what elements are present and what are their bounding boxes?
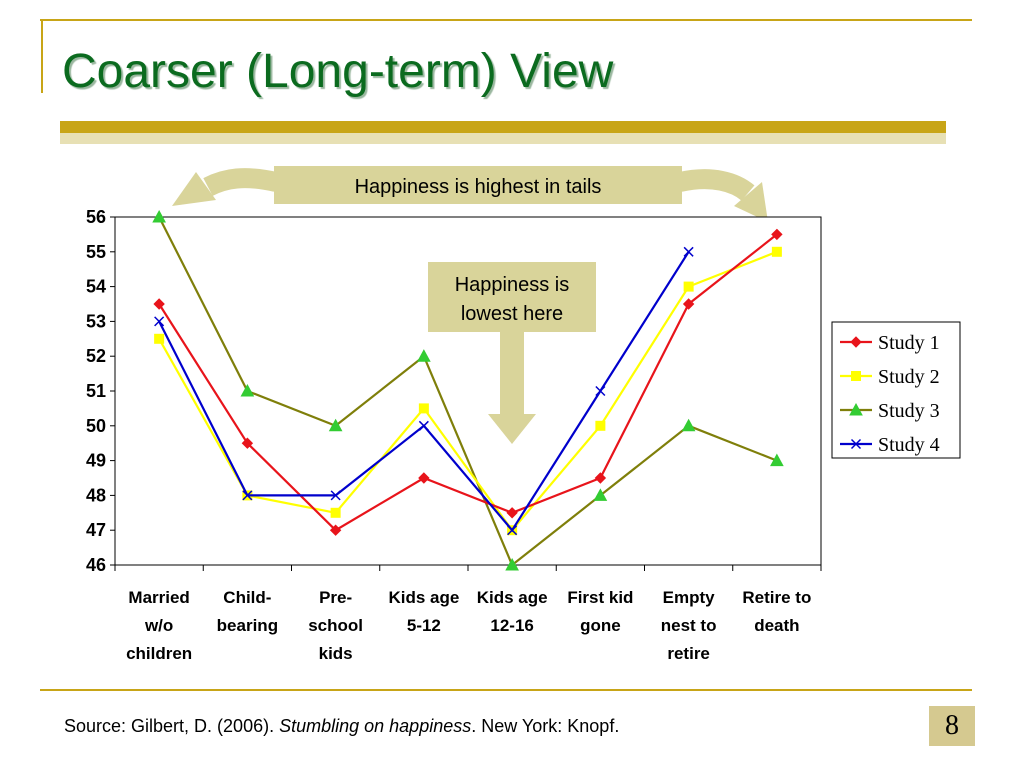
- study-4-point: [595, 385, 606, 397]
- study-4-point: [507, 525, 518, 536]
- study-1-series: [153, 228, 783, 536]
- legend-label: Study 3: [878, 400, 940, 422]
- y-tick-label: 55: [86, 242, 106, 262]
- legend-item-study-3: Study 3: [840, 400, 940, 422]
- x-tick-label: Kids age 12-16: [477, 588, 548, 635]
- callout-middle-box: [428, 262, 596, 332]
- y-tick-label: 50: [86, 416, 106, 436]
- study-1-point: [771, 228, 783, 241]
- page-number: 8: [929, 706, 975, 746]
- study-4-point: [242, 490, 253, 501]
- study-3-point: [240, 383, 255, 397]
- title-underline-bar: [60, 121, 946, 133]
- study-1-point: [418, 472, 430, 484]
- x-marker-stroke: [507, 525, 518, 536]
- legend-label: Study 1: [878, 332, 940, 354]
- left-curved-arrow: [172, 168, 279, 206]
- study-2-point: [595, 420, 606, 431]
- top-rule: [40, 19, 972, 21]
- x-tick-label: Retire to death: [742, 588, 811, 635]
- study-2-point: [330, 507, 341, 518]
- series-layer: [152, 209, 784, 571]
- source-suffix: . New York: Knopf.: [471, 716, 620, 736]
- legend-label: Study 4: [878, 434, 940, 456]
- study-1-point: [506, 507, 518, 519]
- y-tick-label: 51: [86, 381, 106, 401]
- study-4-point: [154, 316, 165, 327]
- legend-item-study-4: Study 4: [840, 434, 940, 456]
- study-3-point: [770, 453, 784, 467]
- x-tick-label: Married w/o children: [126, 588, 192, 663]
- callout-middle-line1: Happiness is: [455, 274, 570, 296]
- x-tick-label: First kid gone: [567, 588, 633, 635]
- callout-middle-line2: lowest here: [461, 303, 563, 325]
- source-book-title: Stumbling on happiness: [279, 716, 472, 736]
- footer-rule: [40, 689, 972, 691]
- down-arrow: [488, 330, 536, 444]
- study-2-point: [683, 281, 694, 292]
- study-2-point: [418, 403, 429, 414]
- study-3-point: [505, 557, 519, 571]
- study-1-point: [329, 524, 342, 536]
- x-marker-stroke: [330, 490, 341, 501]
- source-citation: Source: Gilbert, D. (2006). Stumbling on…: [64, 716, 619, 737]
- x-tick-label: Pre-school kids: [308, 588, 363, 663]
- right-curved-arrow: [677, 169, 768, 222]
- study-4-point: [683, 246, 694, 257]
- study-3-point: [593, 488, 608, 501]
- x-marker-stroke: [154, 316, 165, 327]
- x-marker-stroke: [683, 246, 694, 257]
- callout-top-box: [274, 166, 682, 204]
- study-3-point: [152, 209, 166, 223]
- x-tick-label: Kids age 5-12: [388, 588, 459, 635]
- study-3-point: [328, 418, 343, 432]
- source-prefix: Source: Gilbert, D. (2006).: [64, 716, 280, 736]
- study-3-line: [158, 216, 778, 567]
- y-tick-label: 54: [86, 277, 106, 297]
- x-marker-stroke: [850, 438, 862, 450]
- x-tick-label: Child-bearing: [217, 588, 278, 635]
- y-tick-label: 53: [86, 311, 106, 331]
- callout-top-text: Happiness is highest in tails: [355, 176, 602, 198]
- study-4-series: [154, 246, 694, 536]
- study-4-point: [418, 420, 429, 431]
- legend-swatch-marker: [850, 438, 862, 450]
- page-title: Coarser (Long-term) View: [62, 45, 614, 98]
- y-tick-label: 56: [86, 207, 106, 227]
- study-4-point: [330, 490, 341, 501]
- study-1-point: [241, 437, 254, 449]
- study-3-series: [152, 209, 784, 571]
- legend-swatch-marker: [849, 402, 863, 416]
- legend-swatch-marker: [851, 371, 861, 381]
- x-tick-label: Empty nest to retire: [661, 588, 717, 663]
- study-1-point: [153, 298, 165, 310]
- y-tick-label: 46: [86, 555, 106, 575]
- study-2-point: [154, 333, 165, 344]
- study-1-line: [158, 233, 778, 532]
- study-3-point: [417, 349, 431, 362]
- x-marker-stroke: [595, 385, 606, 397]
- study-1-point: [682, 298, 695, 310]
- legend: Study 1 Study 2 Study 3 Study 4: [840, 332, 940, 456]
- legend-label: Study 2: [878, 366, 940, 388]
- study-2-line: [158, 250, 778, 532]
- y-tick-label: 52: [86, 346, 106, 366]
- study-1-point: [594, 472, 607, 484]
- y-axis: 46 47 48 49 50 51 52 53 54 55 56: [86, 207, 115, 575]
- legend-item-study-1: Study 1: [840, 332, 940, 354]
- y-tick-label: 47: [86, 520, 106, 540]
- left-rule: [41, 21, 43, 93]
- study-3-point: [681, 418, 696, 432]
- y-tick-label: 48: [86, 485, 106, 505]
- study-2-point: [771, 246, 782, 257]
- y-tick-label: 49: [86, 451, 106, 471]
- x-axis: Married w/o children Child-bearing Pre-schoo…: [114, 565, 822, 663]
- title-underline-bar-light: [60, 133, 946, 144]
- legend-item-study-2: Study 2: [840, 366, 940, 388]
- x-marker-stroke: [418, 420, 429, 431]
- x-marker-stroke: [242, 490, 253, 501]
- legend-swatch-marker: [850, 336, 862, 348]
